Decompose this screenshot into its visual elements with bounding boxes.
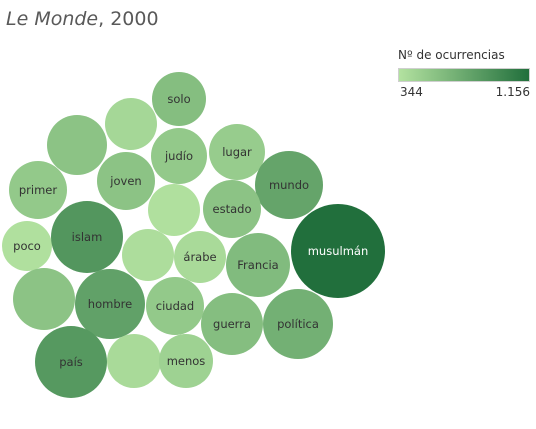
- bubble-label: joven: [109, 174, 141, 188]
- bubble-label: musulmán: [308, 244, 369, 258]
- color-legend: Nº de ocurrencias 344 1.156: [398, 48, 532, 101]
- bubble-label: lugar: [222, 145, 252, 159]
- chart-title: Le Monde, 2000: [6, 8, 159, 30]
- bubble-circle[interactable]: [174, 231, 226, 283]
- bubble-circle[interactable]: [148, 184, 200, 236]
- bubble-circle[interactable]: [75, 269, 145, 339]
- bubble-arabe[interactable]: árabe: [174, 231, 226, 283]
- bubble-joven[interactable]: joven: [97, 152, 155, 210]
- bubble-label: islam: [72, 230, 103, 244]
- bubble-label: guerra: [213, 317, 251, 331]
- bubble-poco[interactable]: poco: [2, 221, 52, 271]
- bubble-politica[interactable]: política: [263, 289, 333, 359]
- bubble-circle[interactable]: [152, 72, 206, 126]
- bubble-label: hombre: [88, 297, 132, 311]
- bubble-circle[interactable]: [9, 161, 67, 219]
- legend-gradient-bar: [398, 68, 530, 82]
- bubble-circle[interactable]: [291, 204, 385, 298]
- bubble-circle[interactable]: [105, 98, 157, 150]
- bubble-circle[interactable]: [203, 180, 261, 238]
- title-rest: , 2000: [98, 8, 159, 30]
- bubble-unlabeled-13[interactable]: [122, 229, 174, 281]
- bubble-circle[interactable]: [47, 115, 107, 175]
- bubble-musulman[interactable]: musulmán: [291, 204, 385, 298]
- bubble-circle[interactable]: [35, 326, 107, 398]
- bubble-circle[interactable]: [255, 151, 323, 219]
- bubble-label: mundo: [269, 178, 309, 192]
- bubble-circle[interactable]: [201, 293, 263, 355]
- bubble-label: poco: [13, 239, 41, 253]
- bubble-solo[interactable]: solo: [152, 72, 206, 126]
- bubble-ciudad[interactable]: ciudad: [146, 277, 204, 335]
- bubble-lugar[interactable]: lugar: [209, 124, 265, 180]
- bubble-guerra[interactable]: guerra: [201, 293, 263, 355]
- bubble-label: ciudad: [156, 299, 194, 313]
- title-italic: Le Monde: [6, 8, 99, 30]
- bubble-primer[interactable]: primer: [9, 161, 67, 219]
- bubble-circle[interactable]: [226, 233, 290, 297]
- bubble-estado[interactable]: estado: [203, 180, 261, 238]
- bubble-label: primer: [19, 183, 58, 197]
- bubble-label: política: [277, 317, 319, 331]
- bubble-mundo[interactable]: mundo: [255, 151, 323, 219]
- bubble-circle[interactable]: [107, 334, 161, 388]
- bubble-unlabeled-16[interactable]: [13, 268, 75, 330]
- legend-labels: 344 1.156: [398, 85, 532, 101]
- bubble-circle[interactable]: [13, 268, 75, 330]
- bubble-francia[interactable]: Francia: [226, 233, 290, 297]
- bubble-islam[interactable]: islam: [51, 201, 123, 273]
- bubble-unlabeled-1[interactable]: [105, 98, 157, 150]
- bubble-circle[interactable]: [159, 334, 213, 388]
- legend-title: Nº de ocurrencias: [398, 48, 505, 62]
- bubble-circle[interactable]: [146, 277, 204, 335]
- bubble-unlabeled-22[interactable]: [107, 334, 161, 388]
- bubble-label: Francia: [237, 258, 278, 272]
- bubble-pais[interactable]: país: [35, 326, 107, 398]
- bubble-unlabeled-8[interactable]: [148, 184, 200, 236]
- bubble-unlabeled-2[interactable]: [47, 115, 107, 175]
- bubble-judio[interactable]: judío: [151, 128, 207, 184]
- bubble-circle[interactable]: [263, 289, 333, 359]
- bubble-label: judío: [164, 149, 193, 163]
- bubble-circle[interactable]: [97, 152, 155, 210]
- legend-max-label: 1.156: [495, 85, 530, 99]
- bubble-circle[interactable]: [51, 201, 123, 273]
- bubble-label: país: [59, 355, 83, 369]
- bubble-label: estado: [213, 202, 252, 216]
- bubble-label: árabe: [183, 250, 216, 264]
- legend-min-label: 344: [400, 85, 423, 99]
- bubble-hombre[interactable]: hombre: [75, 269, 145, 339]
- bubble-menos[interactable]: menos: [159, 334, 213, 388]
- bubble-circle[interactable]: [151, 128, 207, 184]
- bubble-circle[interactable]: [2, 221, 52, 271]
- bubble-circle[interactable]: [122, 229, 174, 281]
- bubble-label: solo: [167, 92, 190, 106]
- bubble-circle[interactable]: [209, 124, 265, 180]
- bubble-label: menos: [167, 354, 206, 368]
